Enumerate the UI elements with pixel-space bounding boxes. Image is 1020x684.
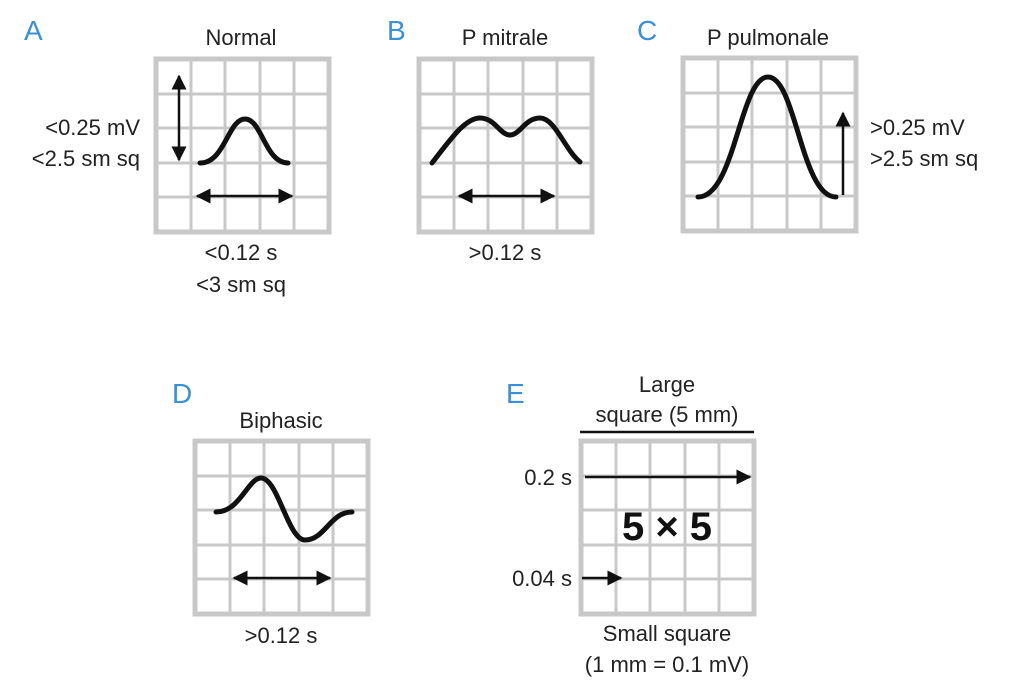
duration-squares-label: <3 sm sq [196,272,286,297]
duration-label: <0.12 s [205,240,278,265]
duration-label: >0.12 s [469,240,542,265]
p-wave-biphasic [213,475,355,543]
panel-letter: D [172,378,192,409]
panel-c-p-pulmonale: C P pulmonale >0.25 mV >2.5 sm sq [637,15,978,234]
grid-dimension-label: 5 × 5 [622,505,712,549]
ecg-grid [192,438,371,617]
panel-title: Biphasic [239,408,322,433]
small-square-time-label: 0.04 s [512,566,572,591]
small-square-size: (1 mm = 0.1 mV) [585,652,749,677]
duration-label: >0.12 s [245,623,318,648]
amplitude-label: >0.25 mV [870,115,965,140]
small-square-title: Small square [603,621,731,646]
amplitude-squares-label: >2.5 sm sq [870,146,978,171]
large-square-time-label: 0.2 s [524,465,572,490]
panel-title: Normal [206,25,277,50]
large-square-title: Large [639,372,695,397]
amplitude-label: <0.25 mV [45,115,140,140]
large-square-size: square (5 mm) [595,402,738,427]
panel-title: P mitrale [462,25,548,50]
panel-b-p-mitrale: B P mitrale >0.12 s [387,15,595,265]
panel-letter: E [506,378,525,409]
panel-e-grid-legend: E Large square (5 mm) 0.2 s 5 × 5 0.04 s… [506,372,757,677]
panel-letter: B [387,15,406,46]
panel-a-normal: A Normal <0.25 mV <2.5 sm sq <0.12 s <3 … [24,15,332,297]
ecg-grid [680,55,859,234]
panel-d-biphasic: D Biphasic >0.12 s [172,378,371,648]
panel-letter: A [24,15,43,46]
p-wave-normal [197,116,291,166]
p-wave-peaked [695,74,839,200]
panel-letter: C [637,15,657,46]
ecg-grid [153,56,332,235]
p-wave-notched [429,115,583,166]
amplitude-squares-label: <2.5 sm sq [32,146,140,171]
panel-title: P pulmonale [707,25,829,50]
